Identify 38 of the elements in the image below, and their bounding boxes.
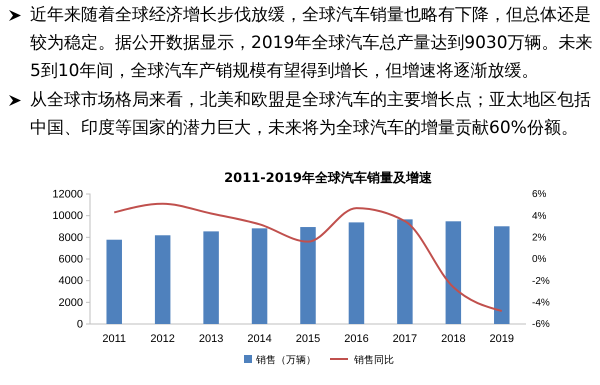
line-series xyxy=(113,202,503,312)
chart-title: 2011-2019年全球汽车销量及增速 xyxy=(224,170,433,186)
y-tick-label: 10000 xyxy=(52,210,83,222)
x-tick-label: 2012 xyxy=(150,332,175,345)
x-tick-label: 2015 xyxy=(296,332,320,345)
x-tick-label: 2016 xyxy=(344,332,369,345)
legend-label: 销售同比 xyxy=(353,354,394,366)
bar xyxy=(300,227,316,324)
x-tick-label: 2018 xyxy=(441,332,466,345)
y2-tick-label: 2% xyxy=(532,232,547,244)
x-tick-label: 2013 xyxy=(198,332,224,345)
legend-label: 销售（万辆） xyxy=(255,354,316,366)
y2-tick-label: 0% xyxy=(532,254,547,266)
y2-tick-label: 6% xyxy=(532,189,547,200)
bar xyxy=(203,231,219,324)
y-tick-label: 6000 xyxy=(58,254,83,266)
bar xyxy=(106,240,122,324)
y2-tick-label: -2% xyxy=(532,276,550,287)
y-tick-label: 8000 xyxy=(58,232,83,244)
x-tick-label: 2017 xyxy=(392,332,418,345)
y2-tick-label: 4% xyxy=(532,210,547,222)
bar xyxy=(494,226,510,324)
y-tick-label: 0 xyxy=(76,318,83,331)
y2-tick-label: -6% xyxy=(532,319,550,330)
bar xyxy=(397,219,413,324)
y2-tick-label: -4% xyxy=(532,298,550,309)
text: 近年来随着全球经济增长步伐放缓，全球汽车销量也略有下降，但总体还是较为稳定。据公开数据显示，2019年全球汽车总产量达到9030万辆。未来5到10年间，全球汽车产销规模有望得到增长，但增速将逐渐放缓。 xyxy=(30,5,593,81)
bar xyxy=(446,221,462,324)
y-tick-label: 4000 xyxy=(58,275,83,288)
bar xyxy=(154,235,170,324)
x-tick-label: 2019 xyxy=(490,332,514,345)
y-tick-label: 12000 xyxy=(52,188,83,201)
x-tick-label: 2011 xyxy=(102,332,126,345)
y-tick-label: 2000 xyxy=(58,296,83,309)
text: 从全球市场格局来看，北美和欧盟是全球汽车的主要增长点；亚太地区包括中国、印度等国家的潜力巨大，未来将为全球汽车的增量贡献60%份额。 xyxy=(30,90,591,138)
bar xyxy=(252,228,268,324)
x-tick-label: 2014 xyxy=(247,332,272,345)
bar xyxy=(348,222,364,324)
